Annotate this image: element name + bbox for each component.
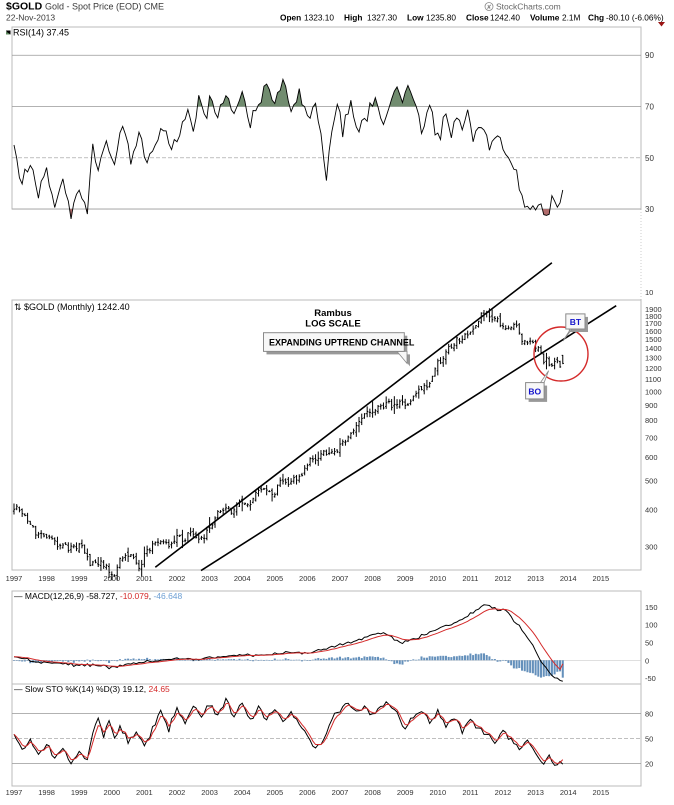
svg-text:20: 20 xyxy=(645,759,653,768)
svg-text:1100: 1100 xyxy=(645,375,661,384)
svg-text:2014: 2014 xyxy=(560,788,577,797)
svg-text:2012: 2012 xyxy=(495,574,512,583)
svg-text:1997: 1997 xyxy=(6,788,23,797)
svg-text:2007: 2007 xyxy=(332,574,349,583)
svg-text:800: 800 xyxy=(645,416,658,425)
svg-text:300: 300 xyxy=(645,542,658,551)
svg-text:1997: 1997 xyxy=(6,574,23,583)
svg-text:2013: 2013 xyxy=(527,574,544,583)
svg-text:400: 400 xyxy=(645,505,658,514)
svg-text:2011: 2011 xyxy=(462,574,478,583)
svg-text:RSI(14) 37.45: RSI(14) 37.45 xyxy=(13,28,69,38)
svg-text:1300: 1300 xyxy=(645,354,662,363)
svg-text:80: 80 xyxy=(645,709,653,718)
svg-text:1200: 1200 xyxy=(645,364,662,373)
svg-text:BT: BT xyxy=(570,317,582,327)
svg-text:2008: 2008 xyxy=(364,788,381,797)
svg-text:Rambus: Rambus xyxy=(314,308,351,319)
svg-text:70: 70 xyxy=(645,103,654,112)
svg-text:Gold - Spot Price (EOD) CME: Gold - Spot Price (EOD) CME xyxy=(45,2,164,12)
svg-text:2014: 2014 xyxy=(560,574,577,583)
svg-text:2002: 2002 xyxy=(169,788,186,797)
svg-text:1235.80: 1235.80 xyxy=(426,13,456,23)
svg-text:Open: Open xyxy=(280,13,301,23)
svg-text:2005: 2005 xyxy=(266,788,283,797)
svg-text:0: 0 xyxy=(645,656,649,665)
svg-text:2012: 2012 xyxy=(495,788,512,797)
svg-text:1400: 1400 xyxy=(645,344,662,353)
svg-text:Volume: Volume xyxy=(530,13,560,23)
svg-text:― MACD(12,26,9) -58.727, -10.0: ― MACD(12,26,9) -58.727, -10.079, -46.64… xyxy=(14,591,183,601)
svg-text:2004: 2004 xyxy=(234,574,251,583)
svg-text:150: 150 xyxy=(645,603,658,612)
svg-text:900: 900 xyxy=(645,401,658,410)
svg-text:-50: -50 xyxy=(645,674,656,683)
svg-text:1998: 1998 xyxy=(38,788,55,797)
svg-text:Chg: Chg xyxy=(588,13,604,23)
svg-text:2001: 2001 xyxy=(136,788,153,797)
svg-text:22-Nov-2013: 22-Nov-2013 xyxy=(6,13,55,23)
svg-text:2010: 2010 xyxy=(429,574,446,583)
svg-text:10: 10 xyxy=(645,288,653,297)
svg-text:― Slow STO %K(14) %D(3) 19.12,: ― Slow STO %K(14) %D(3) 19.12, 24.65 xyxy=(14,684,170,694)
svg-text:2013: 2013 xyxy=(527,788,544,797)
svg-text:High: High xyxy=(344,13,362,23)
svg-text:2006: 2006 xyxy=(299,788,316,797)
svg-text:2009: 2009 xyxy=(397,788,414,797)
svg-text:50: 50 xyxy=(645,734,653,743)
svg-text:LOG SCALE: LOG SCALE xyxy=(305,319,360,330)
svg-text:1500: 1500 xyxy=(645,335,662,344)
svg-text:-80.10 (-6.06%): -80.10 (-6.06%) xyxy=(606,13,664,23)
svg-text:50: 50 xyxy=(645,154,654,163)
svg-text:1999: 1999 xyxy=(71,788,88,797)
svg-text:2000: 2000 xyxy=(103,788,120,797)
svg-text:100: 100 xyxy=(645,621,658,630)
svg-text:2007: 2007 xyxy=(332,788,349,797)
svg-text:Close: Close xyxy=(466,13,489,23)
svg-text:1998: 1998 xyxy=(38,574,55,583)
svg-text:2008: 2008 xyxy=(364,574,381,583)
svg-text:700: 700 xyxy=(645,433,658,442)
svg-text:1323.10: 1323.10 xyxy=(304,13,334,23)
svg-text:30: 30 xyxy=(645,205,654,214)
svg-text:2006: 2006 xyxy=(299,574,316,583)
svg-text:2.1M: 2.1M xyxy=(562,13,581,23)
svg-text:2015: 2015 xyxy=(592,788,609,797)
svg-text:Low: Low xyxy=(407,13,424,23)
svg-text:✘: ✘ xyxy=(486,4,491,11)
svg-text:2004: 2004 xyxy=(234,788,251,797)
svg-text:BO: BO xyxy=(528,387,541,397)
svg-text:2002: 2002 xyxy=(169,574,186,583)
svg-text:1242.40: 1242.40 xyxy=(490,13,520,23)
svg-text:2001: 2001 xyxy=(136,574,153,583)
svg-text:2000: 2000 xyxy=(103,574,120,583)
svg-text:1999: 1999 xyxy=(71,574,88,583)
svg-text:600: 600 xyxy=(645,453,658,462)
svg-text:$GOLD: $GOLD xyxy=(6,1,43,13)
svg-text:1327.30: 1327.30 xyxy=(367,13,397,23)
svg-text:2009: 2009 xyxy=(397,574,414,583)
svg-text:90: 90 xyxy=(645,51,654,60)
svg-text:2011: 2011 xyxy=(462,788,478,797)
svg-text:2003: 2003 xyxy=(201,788,218,797)
svg-text:2015: 2015 xyxy=(592,574,609,583)
svg-text:2003: 2003 xyxy=(201,574,218,583)
svg-text:2010: 2010 xyxy=(429,788,446,797)
svg-text:⇅ $GOLD (Monthly) 1242.40: ⇅ $GOLD (Monthly) 1242.40 xyxy=(14,302,130,312)
svg-text:StockCharts.com: StockCharts.com xyxy=(496,2,561,12)
svg-text:50: 50 xyxy=(645,638,653,647)
svg-text:500: 500 xyxy=(645,477,658,486)
svg-text:1000: 1000 xyxy=(645,387,662,396)
svg-text:2005: 2005 xyxy=(266,574,283,583)
svg-text:EXPANDING UPTREND CHANNEL: EXPANDING UPTREND CHANNEL xyxy=(269,338,415,348)
